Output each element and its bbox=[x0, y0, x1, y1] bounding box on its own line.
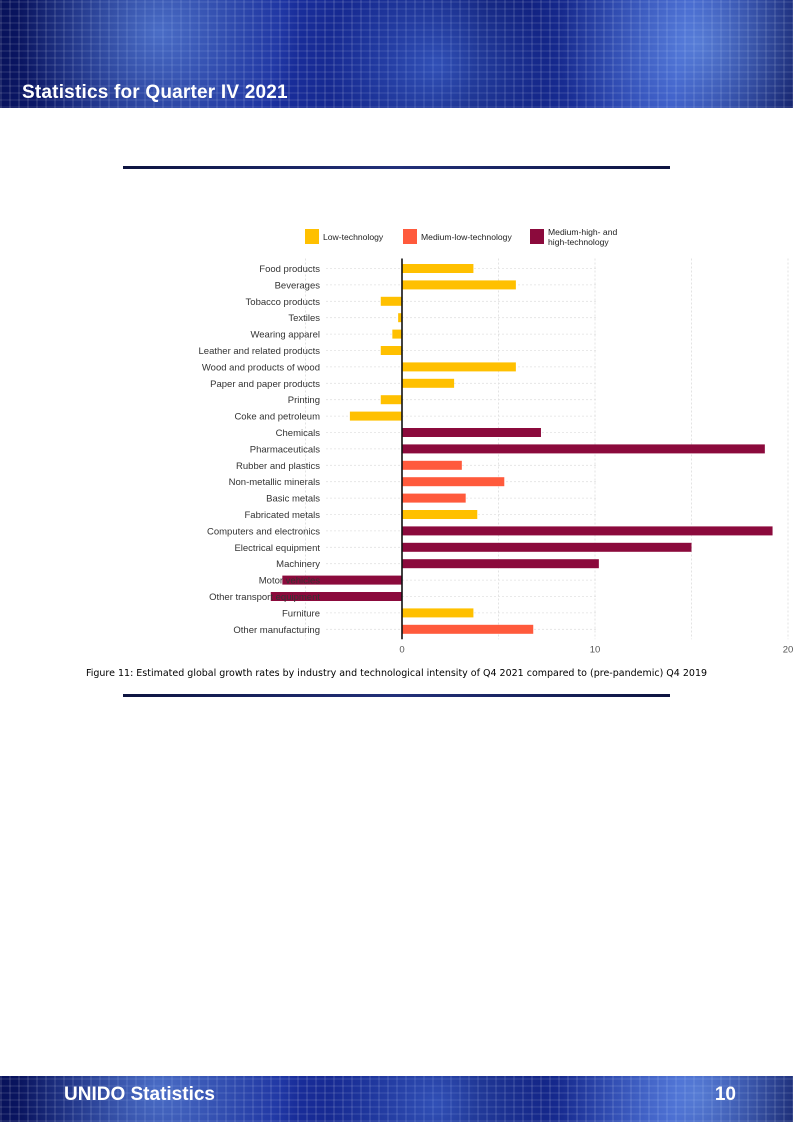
bar bbox=[402, 477, 505, 487]
category-label: Leather and related products bbox=[199, 346, 321, 357]
bar bbox=[402, 264, 474, 273]
category-label: Wood and products of wood bbox=[202, 362, 320, 373]
figure-caption: Figure 11: Estimated global growth rates… bbox=[85, 668, 708, 679]
category-label: Beverages bbox=[275, 280, 321, 291]
category-label: Furniture bbox=[282, 608, 320, 619]
bar bbox=[402, 559, 599, 569]
bar bbox=[380, 395, 402, 405]
bar bbox=[402, 280, 516, 290]
x-tick-label: 10 bbox=[590, 644, 601, 655]
category-label: Pharmaceuticals bbox=[250, 444, 320, 455]
bar bbox=[402, 624, 534, 634]
bar bbox=[282, 575, 402, 585]
bar bbox=[398, 313, 402, 323]
category-label: Fabricated metals bbox=[244, 510, 320, 521]
x-tick-label: 20 bbox=[783, 644, 793, 655]
bar bbox=[402, 428, 541, 437]
legend-label: Medium-high- and high-technology bbox=[548, 227, 617, 247]
category-label: Wearing apparel bbox=[250, 330, 320, 341]
category-label: Coke and petroleum bbox=[234, 412, 320, 423]
bar bbox=[270, 592, 402, 601]
growth-rate-bar-chart: Food products Beverages Tobacco products Te… bbox=[199, 227, 793, 655]
legend-swatch bbox=[530, 229, 544, 244]
category-label: Electrical equipment bbox=[234, 543, 320, 554]
bar bbox=[402, 493, 466, 503]
category-label: Other transport equipment bbox=[209, 592, 320, 603]
category-label: Paper and paper products bbox=[210, 379, 320, 390]
category-label: Rubber and plastics bbox=[236, 461, 320, 472]
bottom-divider bbox=[123, 694, 670, 697]
page-header-title: Statistics for Quarter IV 2021 bbox=[22, 82, 288, 103]
category-label: Tobacco products bbox=[246, 297, 321, 308]
bar bbox=[380, 296, 402, 306]
bar bbox=[392, 329, 402, 339]
bar bbox=[380, 346, 402, 355]
category-label: Food products bbox=[259, 264, 320, 275]
bar bbox=[402, 510, 478, 519]
legend-label: Low-technology bbox=[323, 232, 384, 242]
footer-brand: UNIDO Statistics bbox=[64, 1084, 215, 1105]
bar bbox=[349, 411, 402, 421]
legend-label: Medium-low-technology bbox=[421, 232, 512, 242]
page-number: 10 bbox=[714, 1084, 736, 1105]
legend-swatch bbox=[305, 229, 319, 244]
x-tick-label: 0 bbox=[399, 644, 404, 655]
category-label: Textiles bbox=[288, 313, 320, 324]
header-banner: Statistics for Quarter IV 2021 bbox=[0, 0, 793, 108]
category-label: Computers and electronics bbox=[207, 526, 320, 537]
bar bbox=[402, 362, 516, 372]
bar bbox=[402, 542, 692, 552]
bar bbox=[402, 608, 474, 618]
category-label: Non-metallic minerals bbox=[229, 477, 321, 488]
bar bbox=[402, 444, 765, 454]
top-divider bbox=[123, 166, 670, 169]
bar bbox=[402, 526, 773, 536]
legend-swatch bbox=[403, 229, 417, 244]
category-label: Basic metals bbox=[266, 494, 320, 505]
category-label: Other manufacturing bbox=[233, 625, 320, 636]
bar bbox=[402, 460, 462, 470]
category-label: Chemicals bbox=[276, 428, 321, 439]
category-label: Motor vehicles bbox=[259, 576, 320, 587]
bar bbox=[402, 378, 455, 388]
footer-banner: UNIDO Statistics 10 bbox=[0, 1076, 793, 1122]
category-label: Printing bbox=[288, 395, 320, 406]
category-label: Machinery bbox=[276, 559, 320, 570]
